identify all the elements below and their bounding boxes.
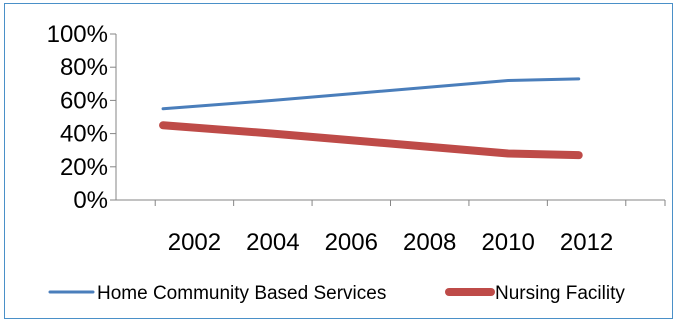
y-tick-label: 100%	[47, 21, 108, 48]
x-tick-label: 2010	[481, 229, 534, 256]
x-tick-label: 2008	[403, 229, 456, 256]
y-tick-label: 40%	[60, 121, 108, 148]
x-tick-label: 2004	[246, 229, 299, 256]
y-tick-label: 80%	[60, 54, 108, 81]
series-line-1	[161, 77, 581, 111]
x-tick-label: 2006	[325, 229, 378, 256]
legend-label-2: Nursing Facility	[495, 283, 625, 304]
y-tick-label: 0%	[73, 187, 108, 214]
x-tick-label: 2002	[168, 229, 221, 256]
y-tick-label: 20%	[60, 154, 108, 181]
y-tick-label: 60%	[60, 87, 108, 114]
legend: Home Community Based Services Nursing Fac…	[48, 283, 625, 304]
x-tick-label: 2012	[560, 229, 613, 256]
axes: 0% 20% 40% 60% 80% 100% 2002 2004 2006 2008 2010 20…	[47, 21, 666, 256]
legend-label-1: Home Community Based Services	[97, 283, 386, 304]
series-lines	[159, 77, 583, 160]
series-line-2	[159, 121, 583, 160]
